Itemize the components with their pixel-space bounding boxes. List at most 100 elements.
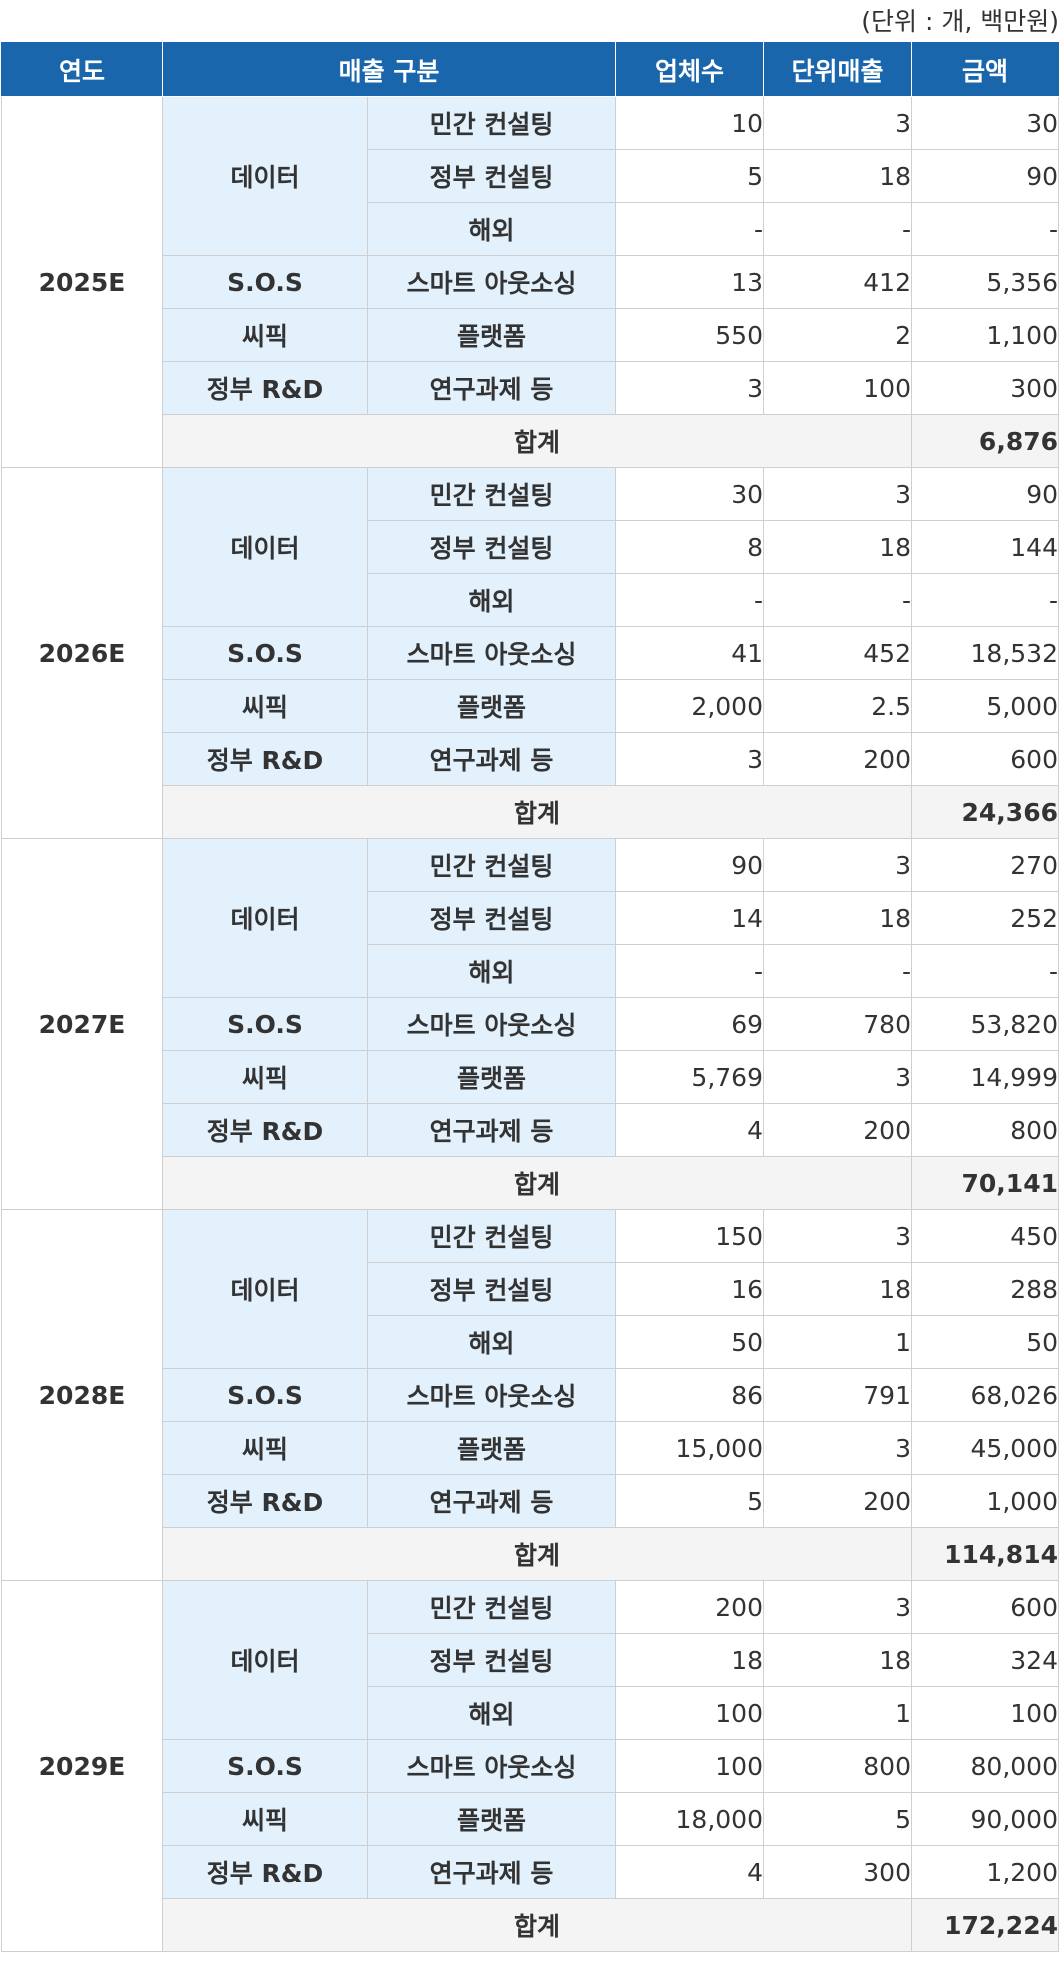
table-row: 정부 R&D 연구과제 등 5 200 1,000: [2, 1474, 1059, 1528]
companies-cell: 5: [615, 149, 764, 203]
companies-cell: 4: [615, 1103, 764, 1157]
subcategory-platform: 플랫폼: [367, 679, 616, 733]
unit-sales-cell: 200: [763, 1474, 912, 1528]
unit-sales-cell: 3: [763, 1050, 912, 1104]
table-row: S.O.S 스마트 아웃소싱 69 780 53,820: [2, 997, 1059, 1051]
amount-cell: 90: [911, 149, 1059, 203]
subcategory-platform: 플랫폼: [367, 1421, 616, 1475]
unit-sales-cell: 800: [763, 1739, 912, 1793]
amount-cell: 288: [911, 1262, 1059, 1316]
companies-cell: 90: [615, 838, 764, 892]
category-ssipik: 씨픽: [162, 679, 368, 733]
unit-sales-cell: 18: [763, 1262, 912, 1316]
header-unit-sales: 단위매출: [763, 42, 912, 97]
amount-cell: 53,820: [911, 997, 1059, 1051]
category-data: 데이터: [162, 1209, 368, 1369]
subcategory-private-consulting: 민간 컨설팅: [367, 1580, 616, 1634]
amount-cell: 1,000: [911, 1474, 1059, 1528]
table-row: 정부 컨설팅 18 18 324: [2, 1633, 1059, 1687]
header-year: 연도: [1, 42, 163, 97]
unit-note: (단위 : 개, 백만원): [861, 7, 1059, 36]
unit-sales-cell: 412: [763, 255, 912, 309]
total-label: 합계: [162, 1898, 912, 1952]
amount-cell: 100: [911, 1686, 1059, 1740]
companies-cell: 100: [615, 1686, 764, 1740]
year-group-2026: 2026E 데이터 민간 컨설팅 30 3 90 정부 컨설팅 8 18 144…: [1, 467, 1059, 839]
amount-cell: 270: [911, 838, 1059, 892]
unit-sales-cell: 780: [763, 997, 912, 1051]
amount-cell: 1,100: [911, 308, 1059, 362]
total-amount: 172,224: [911, 1898, 1059, 1952]
companies-cell: 8: [615, 520, 764, 574]
unit-sales-cell: 300: [763, 1845, 912, 1899]
unit-sales-cell: 200: [763, 732, 912, 786]
unit-sales-cell: 100: [763, 361, 912, 415]
companies-cell: 100: [615, 1739, 764, 1793]
companies-cell: -: [615, 202, 764, 256]
category-sos: S.O.S: [162, 626, 368, 680]
table-row: 2028E 데이터 민간 컨설팅 150 3 450: [1, 1209, 1059, 1581]
table-row: 씨픽 플랫폼 15,000 3 45,000: [2, 1421, 1059, 1475]
total-row: 합계 6,876: [2, 414, 1059, 468]
year-group-2029: 2029E 데이터 민간 컨설팅 200 3 600 정부 컨설팅 18 18 …: [1, 1580, 1059, 1952]
table-row: 2029E 데이터 민간 컨설팅 200 3 600: [1, 1580, 1059, 1952]
companies-cell: 10: [615, 96, 764, 150]
unit-sales-cell: 452: [763, 626, 912, 680]
year-group-2025: 2025E 데이터 민간 컨설팅 10 3 30 정부 컨설팅 5 18 90 …: [1, 96, 1059, 468]
companies-cell: 3: [615, 732, 764, 786]
unit-sales-cell: -: [763, 202, 912, 256]
table-row: S.O.S 스마트 아웃소싱 13 412 5,356: [2, 255, 1059, 309]
table-row: 정부 컨설팅 14 18 252: [2, 891, 1059, 945]
revenue-forecast-table: 연도 매출 구분 업체수 단위매출 금액 2025E 데이터 민간 컨설팅 10…: [1, 42, 1059, 1952]
category-sos: S.O.S: [162, 997, 368, 1051]
unit-sales-cell: 18: [763, 1633, 912, 1687]
subcategory-gov-consulting: 정부 컨설팅: [367, 891, 616, 945]
table-row: 정부 컨설팅 16 18 288: [2, 1262, 1059, 1316]
amount-cell: 252: [911, 891, 1059, 945]
table-row: S.O.S 스마트 아웃소싱 100 800 80,000: [2, 1739, 1059, 1793]
unit-sales-cell: 200: [763, 1103, 912, 1157]
unit-sales-cell: 3: [763, 467, 912, 521]
subcategory-platform: 플랫폼: [367, 1792, 616, 1846]
companies-cell: 3: [615, 361, 764, 415]
amount-cell: 68,026: [911, 1368, 1059, 1422]
amount-cell: 45,000: [911, 1421, 1059, 1475]
table-row: 해외 50 1 50: [2, 1315, 1059, 1369]
table-row: 정부 컨설팅 5 18 90: [2, 149, 1059, 203]
companies-cell: 50: [615, 1315, 764, 1369]
table-row: 정부 R&D 연구과제 등 3 100 300: [2, 361, 1059, 415]
year-group-2027: 2027E 데이터 민간 컨설팅 90 3 270 정부 컨설팅 14 18 2…: [1, 838, 1059, 1210]
table-row: 2026E 데이터 민간 컨설팅 30 3 90: [1, 467, 1059, 839]
amount-cell: 600: [911, 732, 1059, 786]
amount-cell: 90,000: [911, 1792, 1059, 1846]
table-row: S.O.S 스마트 아웃소싱 86 791 68,026: [2, 1368, 1059, 1422]
subcategory-overseas: 해외: [367, 573, 616, 627]
table-header-row: 연도 매출 구분 업체수 단위매출 금액: [1, 42, 1059, 97]
unit-sales-cell: 791: [763, 1368, 912, 1422]
table-row: 씨픽 플랫폼 18,000 5 90,000: [2, 1792, 1059, 1846]
category-ssipik: 씨픽: [162, 308, 368, 362]
companies-cell: 18,000: [615, 1792, 764, 1846]
subcategory-smart-outsourcing: 스마트 아웃소싱: [367, 1739, 616, 1793]
year-cell: 2027E: [1, 838, 163, 1210]
amount-cell: 324: [911, 1633, 1059, 1687]
category-ssipik: 씨픽: [162, 1792, 368, 1846]
total-row: 합계 172,224: [2, 1898, 1059, 1952]
subcategory-overseas: 해외: [367, 202, 616, 256]
companies-cell: 86: [615, 1368, 764, 1422]
subcategory-platform: 플랫폼: [367, 308, 616, 362]
amount-cell: 5,000: [911, 679, 1059, 733]
table-row: 정부 R&D 연구과제 등 3 200 600: [2, 732, 1059, 786]
subcategory-gov-consulting: 정부 컨설팅: [367, 149, 616, 203]
subcategory-platform: 플랫폼: [367, 1050, 616, 1104]
category-sos: S.O.S: [162, 1739, 368, 1793]
table-row: 정부 R&D 연구과제 등 4 200 800: [2, 1103, 1059, 1157]
unit-sales-cell: 2: [763, 308, 912, 362]
year-cell: 2026E: [1, 467, 163, 839]
companies-cell: 150: [615, 1209, 764, 1263]
unit-sales-cell: 3: [763, 1421, 912, 1475]
header-amount: 금액: [911, 42, 1059, 97]
amount-cell: 144: [911, 520, 1059, 574]
year-cell: 2028E: [1, 1209, 163, 1581]
unit-sales-cell: 18: [763, 520, 912, 574]
